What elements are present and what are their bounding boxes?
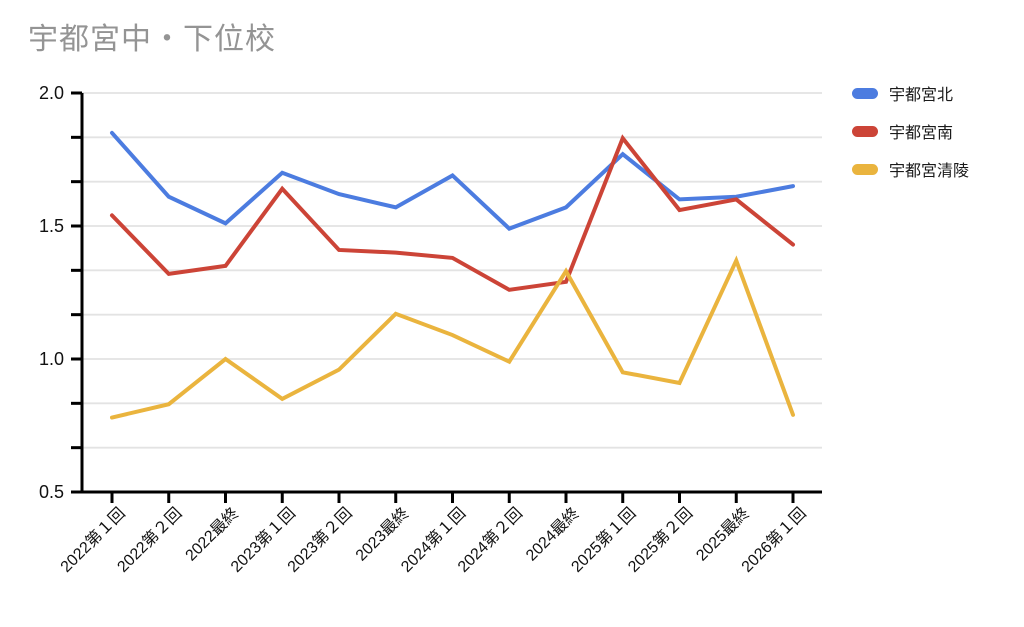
legend-label: 宇都宮北	[889, 87, 954, 104]
legend-label: 宇都宮南	[889, 125, 954, 142]
x-tick-label: 2022最終	[182, 504, 243, 565]
y-tick-label: 1.5	[39, 216, 64, 236]
legend-swatch-icon	[852, 125, 878, 137]
legend-label: 宇都宮清陵	[889, 163, 970, 180]
x-tick-label: 2025最終	[693, 504, 754, 565]
y-tick-label: 0.5	[39, 482, 64, 502]
legend-item-utsunomiya-seiryo: 宇都宮清陵	[852, 150, 969, 188]
legend-item-utsunomiya-minami: 宇都宮南	[852, 112, 969, 150]
series-line-0	[110, 130, 795, 231]
chart-title: 宇都宮中・下位校	[28, 23, 276, 56]
legend-swatch-icon	[852, 87, 878, 99]
series-line-2	[110, 255, 795, 420]
y-tick-label: 2.0	[39, 83, 64, 103]
x-tick-label: 2023最終	[352, 504, 413, 565]
legend-swatch-icon	[852, 163, 878, 175]
legend-item-utsunomiya-kita: 宇都宮北	[852, 74, 969, 112]
y-tick-label: 1.0	[39, 349, 64, 369]
x-tick-label: 2024最終	[522, 504, 583, 565]
series-line-1	[110, 134, 795, 292]
legend: 宇都宮北 宇都宮南 宇都宮清陵	[852, 74, 969, 188]
